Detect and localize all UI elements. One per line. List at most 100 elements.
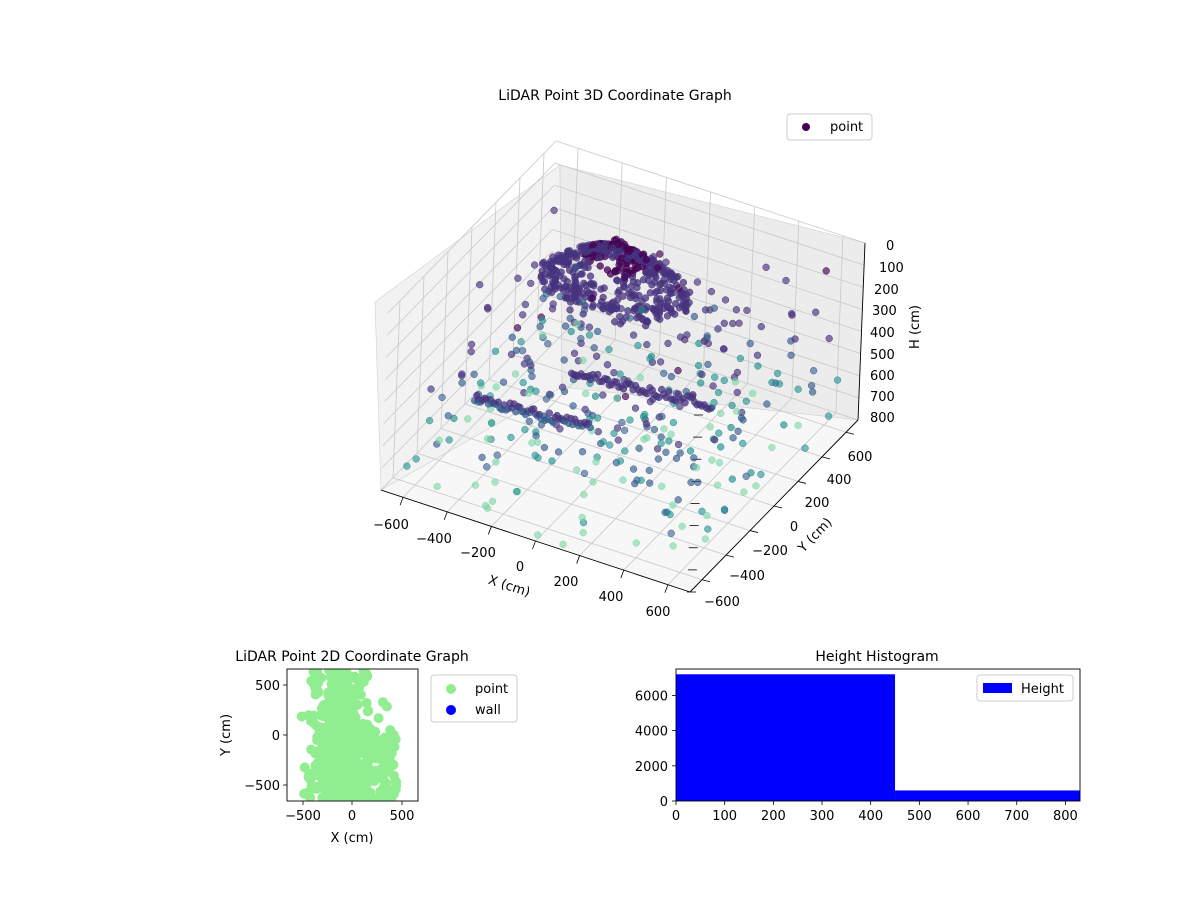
point-marker: [752, 482, 760, 490]
point-marker: [388, 770, 399, 781]
point-marker: [801, 444, 809, 452]
point-marker: [667, 430, 675, 438]
y-tick-mark: [725, 554, 735, 558]
x-tick: 0: [516, 560, 524, 575]
point-marker: [322, 701, 333, 712]
grid-line: [667, 412, 837, 585]
point-marker: [433, 482, 441, 491]
histogram-bars: [676, 674, 1080, 801]
point-marker: [704, 360, 712, 369]
point-marker: [794, 385, 802, 393]
point-marker: [773, 369, 782, 378]
point-marker: [313, 687, 324, 698]
point-marker: [528, 372, 536, 380]
grid-line: [549, 295, 860, 399]
point-marker: [620, 273, 629, 281]
point-marker: [589, 294, 597, 302]
point-marker: [517, 338, 525, 346]
point-marker: [317, 773, 327, 784]
z-tick: 400: [870, 326, 895, 341]
point-marker: [763, 400, 771, 408]
point-marker: [626, 416, 634, 424]
grid-line: [554, 162, 865, 266]
point-marker: [719, 345, 728, 353]
point-marker: [563, 294, 571, 302]
point-marker: [660, 369, 668, 377]
legend-label-wall: wall: [475, 703, 501, 718]
point-marker: [525, 417, 533, 425]
point-marker: [672, 454, 681, 463]
point-marker: [635, 291, 643, 300]
point-marker: [731, 378, 739, 386]
point-marker: [303, 710, 314, 721]
point-marker: [345, 792, 356, 801]
z-tick: 200: [874, 283, 899, 298]
point-marker: [582, 389, 590, 398]
legend-marker-point: [802, 123, 810, 131]
point-marker: [550, 206, 558, 215]
point-marker: [540, 443, 549, 452]
point-marker: [571, 288, 579, 296]
point-marker: [630, 305, 639, 313]
point-marker: [676, 449, 684, 457]
point-marker: [312, 731, 323, 742]
point-marker: [458, 370, 466, 378]
point-marker: [654, 264, 662, 272]
point-marker: [334, 669, 345, 677]
point-marker: [534, 531, 542, 539]
grid-line: [512, 354, 823, 458]
point-marker: [477, 379, 485, 387]
point-marker: [350, 712, 361, 723]
y-tick-mark: [701, 579, 711, 583]
point-marker: [646, 354, 654, 363]
point-marker: [585, 323, 594, 331]
point-marker: [562, 282, 570, 291]
point-marker: [519, 378, 527, 387]
point-marker: [648, 304, 657, 313]
point-marker: [570, 349, 579, 357]
point-marker: [610, 429, 618, 438]
point-marker: [525, 358, 534, 366]
x-tick: −600: [373, 518, 409, 533]
legend-3d: point: [786, 113, 873, 141]
point-marker: [642, 322, 650, 330]
point-marker: [749, 389, 757, 398]
point-marker: [692, 463, 701, 472]
plot-3d: LiDAR Point 3D Coordinate Graph −600 −40…: [373, 88, 923, 620]
point-marker: [492, 383, 500, 391]
point-marker: [331, 748, 342, 759]
point-marker: [625, 247, 633, 256]
z-tick: 700: [870, 390, 895, 405]
point-marker: [483, 435, 492, 443]
point-marker: [703, 511, 711, 520]
point-marker: [636, 373, 644, 382]
y-tick: 2000: [635, 760, 668, 775]
point-marker: [484, 305, 492, 313]
point-marker: [361, 779, 372, 790]
legend-histogram: Height: [976, 674, 1074, 702]
grid-line: [464, 403, 775, 507]
point-marker: [362, 706, 373, 717]
z-tick: 600: [870, 369, 895, 384]
point-marker: [564, 259, 573, 267]
y-tick-mark: [749, 530, 759, 533]
point-marker: [585, 331, 594, 339]
point-marker: [822, 267, 830, 275]
point-marker: [616, 370, 624, 378]
point-marker: [560, 356, 568, 364]
point-marker: [464, 415, 472, 423]
x-tick: 700: [1004, 809, 1029, 824]
grid-line: [488, 379, 799, 482]
point-marker: [445, 436, 453, 444]
point-marker: [589, 301, 597, 309]
point-marker: [548, 457, 556, 465]
point-marker: [709, 382, 717, 390]
point-marker: [616, 457, 625, 465]
point-marker: [809, 367, 818, 375]
point-marker: [653, 287, 661, 295]
point-marker: [363, 763, 374, 774]
point-marker: [808, 388, 817, 396]
frame-histogram: [675, 668, 1081, 802]
point-marker: [589, 240, 597, 249]
y-tick: 6000: [635, 689, 668, 704]
